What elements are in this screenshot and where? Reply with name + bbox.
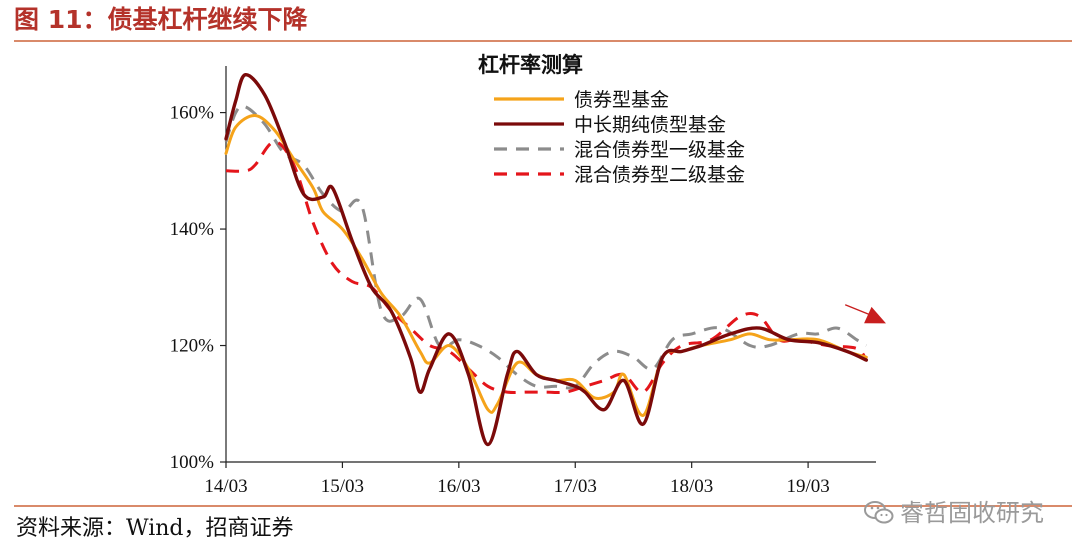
legend-label-3: 混合债券型一级基金 (574, 139, 745, 161)
series-line-4 (225, 140, 868, 395)
x-tick-label: 18/03 (670, 476, 713, 497)
y-tick-label: 100% (170, 452, 215, 473)
figure-title: 图 11：债基杠杆继续下降 (14, 5, 308, 34)
chart-series (224, 73, 868, 447)
series-line-2 (224, 73, 868, 447)
wechat-icon (864, 501, 894, 524)
chart-title: 杠杆率测算 (478, 53, 583, 77)
arrow-head (864, 306, 886, 324)
chart-axes: 100% 120% 140% 160% 14/03 15/03 16/03 17/03 18/0… (170, 66, 876, 497)
x-tick-label: 15/03 (321, 476, 364, 497)
source-rule (14, 505, 1072, 507)
trend-arrow (844, 304, 886, 324)
y-tick-label: 120% (170, 336, 215, 357)
legend-label-4: 混合债券型二级基金 (574, 164, 745, 186)
x-tick-label: 16/03 (437, 476, 480, 497)
source-note: 资料来源：Wind，招商证券 (16, 516, 294, 541)
watermark-label: 睿哲固收研究 (900, 499, 1044, 527)
y-tick-label: 160% (170, 103, 215, 124)
legend-label-2: 中长期纯债型基金 (574, 114, 726, 136)
y-tick-label: 140% (170, 219, 215, 240)
series-line-1 (224, 113, 868, 417)
title-rule (14, 40, 1072, 42)
legend-label-1: 债券型基金 (574, 89, 669, 111)
x-tick-label: 19/03 (786, 476, 829, 497)
x-tick-label: 17/03 (554, 476, 597, 497)
x-tick-label: 14/03 (204, 476, 247, 497)
watermark: 睿哲固收研究 (864, 496, 1044, 530)
